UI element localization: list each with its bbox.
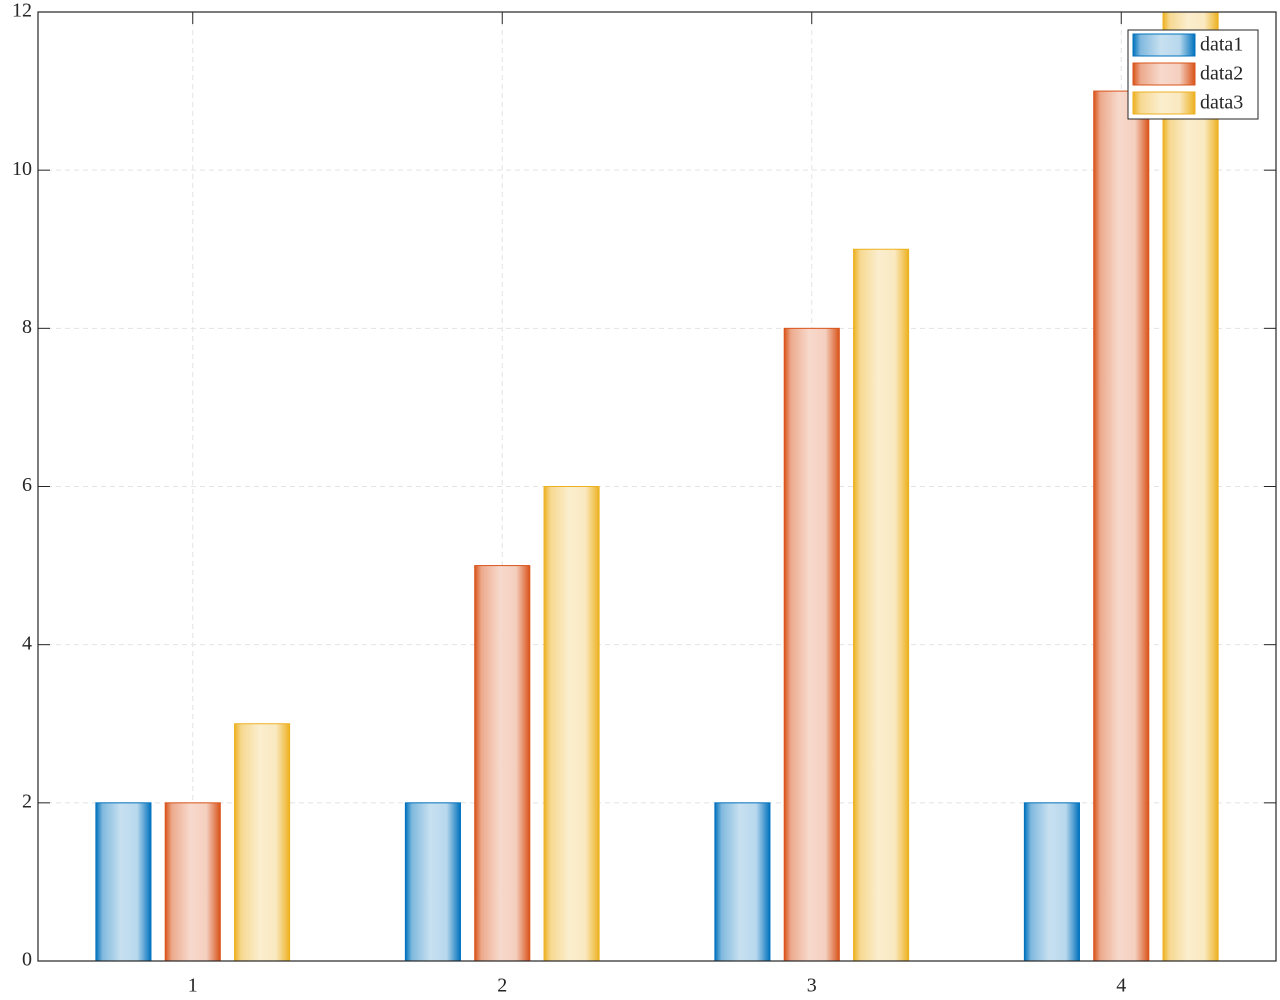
legend-swatch [1132,33,1196,57]
x-tick-label: 3 [807,975,817,997]
bar [853,248,910,962]
bar [714,802,771,962]
x-tick-label: 1 [188,975,198,997]
bar [1023,802,1080,962]
bar [234,723,291,962]
y-tick-label: 0 [22,949,32,971]
legend-label: data3 [1200,92,1243,114]
axes-box [37,11,1277,962]
y-tick-label: 8 [22,316,32,338]
legend: data1 data2 data3 [1127,29,1259,120]
y-tick-label: 12 [12,0,32,22]
bar [164,802,221,962]
bar [95,802,152,962]
legend-label: data1 [1200,34,1243,56]
y-tick-label: 4 [22,632,32,654]
y-tick-label: 6 [22,474,32,496]
bar [404,802,461,962]
legend-swatch [1132,91,1196,115]
bar [1093,90,1150,962]
y-tick-label: 10 [12,158,32,180]
legend-swatch [1132,62,1196,86]
bar [1162,11,1219,962]
x-tick-label: 2 [497,975,507,997]
y-tick-label: 2 [22,790,32,812]
bar [783,327,840,962]
legend-label: data2 [1200,63,1243,85]
bar [474,565,531,962]
bar [543,486,600,962]
x-tick-label: 4 [1116,975,1126,997]
